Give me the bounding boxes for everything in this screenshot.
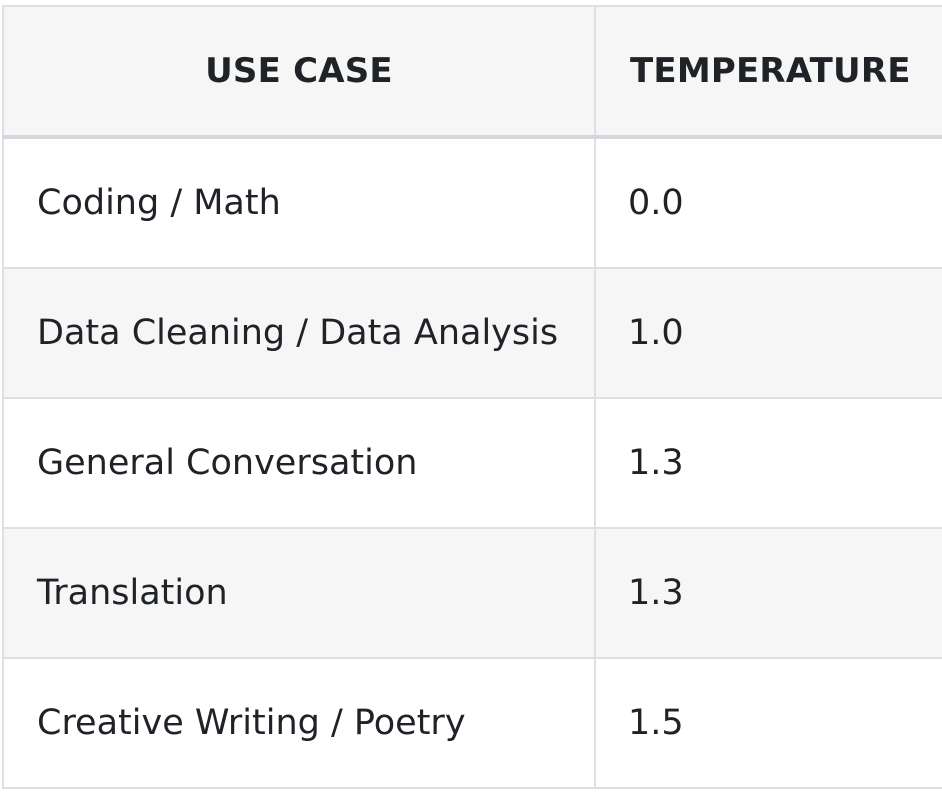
table: USE CASE TEMPERATURE Coding / Math 0.0 D… <box>2 5 942 789</box>
use-case-cell: General Conversation <box>2 397 596 529</box>
table-row: Data Cleaning / Data Analysis 1.0 <box>2 267 942 399</box>
use-case-cell: Creative Writing / Poetry <box>2 657 596 789</box>
temperature-cell: 1.3 <box>594 527 942 659</box>
table-row: General Conversation 1.3 <box>2 397 942 529</box>
temperature-cell: 0.0 <box>594 136 942 269</box>
use-case-cell: Translation <box>2 527 596 659</box>
table-row: Coding / Math 0.0 <box>2 136 942 269</box>
temperature-cell: 1.5 <box>594 657 942 789</box>
header-temperature: TEMPERATURE <box>594 5 942 139</box>
table-header: USE CASE TEMPERATURE <box>2 5 942 139</box>
header-use-case: USE CASE <box>2 5 596 139</box>
temperature-cell: 1.3 <box>594 397 942 529</box>
table-row: Creative Writing / Poetry 1.5 <box>2 657 942 789</box>
use-case-cell: Coding / Math <box>2 136 596 269</box>
table-row: Translation 1.3 <box>2 527 942 659</box>
temperature-cell: 1.0 <box>594 267 942 399</box>
temperature-table: USE CASE TEMPERATURE Coding / Math 0.0 D… <box>2 5 942 789</box>
use-case-cell: Data Cleaning / Data Analysis <box>2 267 596 399</box>
header-row: USE CASE TEMPERATURE <box>2 5 942 139</box>
table-body: Coding / Math 0.0 Data Cleaning / Data A… <box>2 136 942 789</box>
